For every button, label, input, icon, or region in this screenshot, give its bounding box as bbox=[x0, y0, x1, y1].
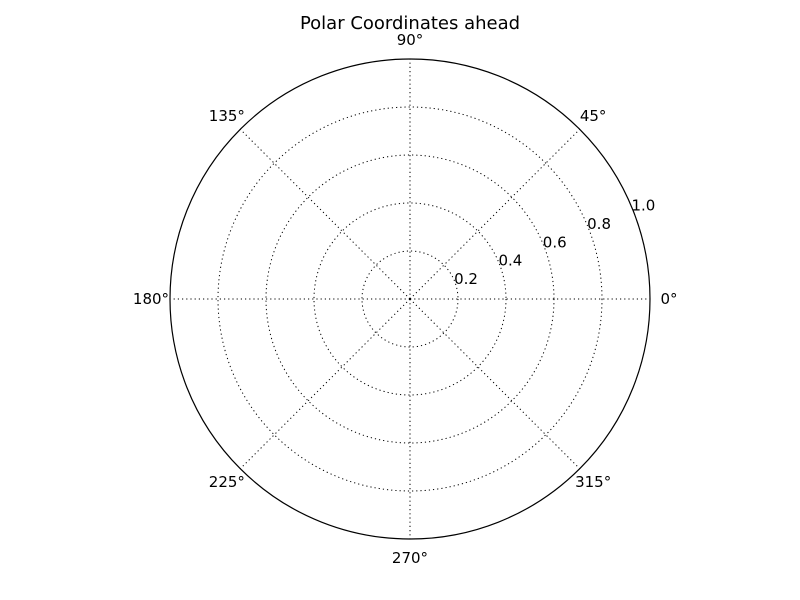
radial-tick-label-3: 0.8 bbox=[587, 215, 611, 233]
angular-tick-label-7: 315° bbox=[575, 473, 611, 491]
radial-tick-label-0: 0.2 bbox=[454, 270, 478, 288]
radial-gridline-0 bbox=[361, 250, 459, 348]
angular-tick-label-2: 90° bbox=[397, 31, 424, 49]
angular-tick-label-5: 225° bbox=[209, 473, 245, 491]
radial-tick-label-4: 1.0 bbox=[631, 197, 655, 215]
angular-tick-label-4: 180° bbox=[133, 290, 169, 308]
angular-tick-label-0: 0° bbox=[660, 290, 677, 308]
polar-frame bbox=[169, 58, 651, 540]
angular-tick-label-3: 135° bbox=[209, 107, 245, 125]
angular-tick-label-6: 270° bbox=[392, 549, 428, 567]
radial-tick-labels: 0.2 0.4 0.6 0.8 1.0 bbox=[454, 197, 655, 288]
angular-tick-labels: 0° 45° 90° 135° 180° 225° 270° 315° bbox=[133, 31, 678, 567]
radial-tick-label-1: 0.4 bbox=[498, 252, 522, 270]
radial-gridline-1 bbox=[313, 202, 507, 396]
radial-gridline-3 bbox=[217, 106, 603, 492]
radial-tick-label-2: 0.6 bbox=[543, 233, 567, 251]
chart-title: Polar Coordinates ahead bbox=[300, 13, 520, 34]
origin-point bbox=[408, 297, 412, 301]
angular-tick-label-1: 45° bbox=[580, 107, 607, 125]
